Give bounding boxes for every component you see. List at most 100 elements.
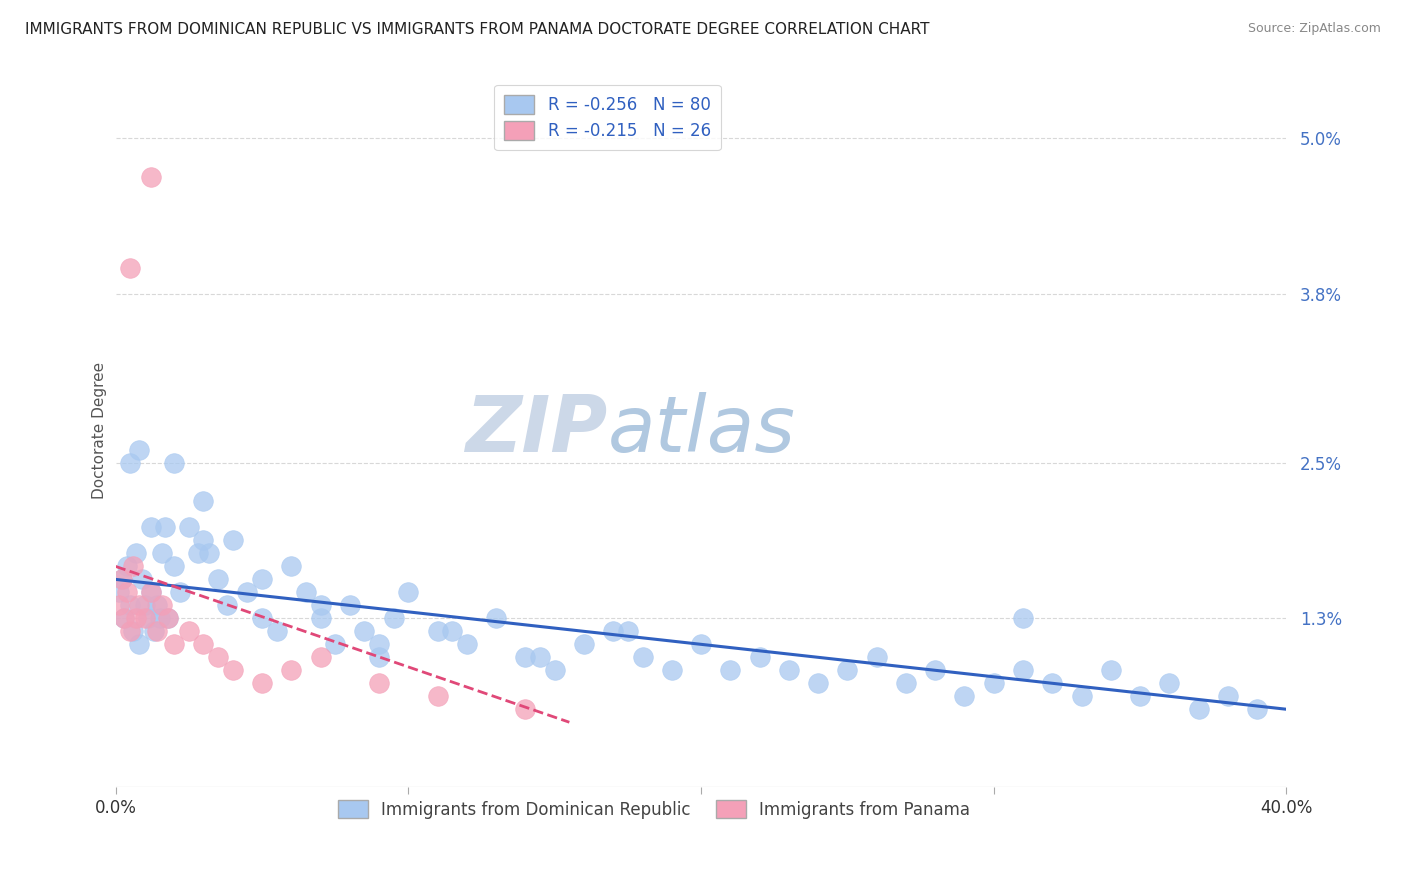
Point [837, 663, 859, 677]
Point [280, 663, 302, 677]
Point [120, 624, 142, 639]
Point [128, 442, 150, 457]
Legend: Immigrants from Dominican Republic, Immigrants from Panama: Immigrants from Dominican Republic, Immi… [332, 794, 977, 825]
Point [250, 573, 273, 587]
Point [222, 533, 245, 548]
Point [617, 624, 640, 639]
Point [983, 676, 1005, 690]
Point [426, 690, 449, 704]
Point [309, 599, 332, 613]
Point [145, 599, 167, 613]
Point [120, 599, 142, 613]
Point [139, 169, 162, 184]
Point [382, 611, 405, 625]
Point [136, 611, 159, 625]
Point [661, 663, 683, 677]
Point [368, 676, 391, 690]
Point [309, 611, 332, 625]
Point [1188, 702, 1211, 716]
Point [193, 637, 215, 651]
Point [1099, 663, 1122, 677]
Point [515, 702, 537, 716]
Point [572, 637, 595, 651]
Point [139, 585, 162, 599]
Point [748, 650, 770, 665]
Text: IMMIGRANTS FROM DOMINICAN REPUBLIC VS IMMIGRANTS FROM PANAMA DOCTORATE DEGREE CO: IMMIGRANTS FROM DOMINICAN REPUBLIC VS IM… [25, 22, 929, 37]
Point [1070, 690, 1092, 704]
Point [155, 520, 177, 534]
Point [163, 559, 186, 574]
Point [309, 650, 332, 665]
Point [145, 624, 167, 639]
Point [193, 533, 215, 548]
Point [894, 676, 917, 690]
Point [122, 624, 145, 639]
Point [718, 663, 741, 677]
Point [128, 637, 150, 651]
Point [953, 690, 976, 704]
Point [120, 456, 142, 470]
Point [1129, 690, 1152, 704]
Point [142, 624, 165, 639]
Point [368, 650, 391, 665]
Point [1012, 611, 1035, 625]
Point [1216, 690, 1239, 704]
Point [139, 585, 162, 599]
Point [602, 624, 624, 639]
Point [250, 676, 273, 690]
Point [1040, 676, 1063, 690]
Point [215, 599, 238, 613]
Point [128, 599, 150, 613]
Point [368, 637, 391, 651]
Point [866, 650, 889, 665]
Point [120, 260, 142, 275]
Point [107, 599, 129, 613]
Point [157, 611, 180, 625]
Point [152, 599, 174, 613]
Point [163, 637, 186, 651]
Point [207, 573, 229, 587]
Point [157, 611, 180, 625]
Point [114, 611, 136, 625]
Point [1012, 663, 1035, 677]
Point [193, 494, 215, 508]
Point [117, 585, 139, 599]
Point [207, 650, 229, 665]
Point [125, 611, 148, 625]
Point [163, 456, 186, 470]
Text: atlas: atlas [607, 392, 796, 468]
Point [778, 663, 800, 677]
Point [250, 611, 273, 625]
Point [134, 611, 156, 625]
Point [139, 520, 162, 534]
Point [396, 585, 419, 599]
Point [169, 585, 191, 599]
Point [177, 624, 200, 639]
Point [110, 573, 132, 587]
Y-axis label: Doctorate Degree: Doctorate Degree [93, 361, 107, 499]
Point [631, 650, 654, 665]
Point [426, 624, 449, 639]
Point [117, 559, 139, 574]
Point [122, 559, 145, 574]
Text: ZIP: ZIP [465, 392, 607, 468]
Point [148, 611, 170, 625]
Point [280, 559, 302, 574]
Point [110, 573, 132, 587]
Point [339, 599, 361, 613]
Point [1159, 676, 1181, 690]
Point [125, 546, 148, 560]
Point [924, 663, 946, 677]
Point [456, 637, 478, 651]
Point [222, 663, 245, 677]
Point [544, 663, 567, 677]
Point [485, 611, 508, 625]
Point [807, 676, 830, 690]
Point [134, 599, 156, 613]
Point [131, 573, 153, 587]
Point [177, 520, 200, 534]
Point [441, 624, 464, 639]
Point [529, 650, 551, 665]
Point [323, 637, 346, 651]
Point [515, 650, 537, 665]
